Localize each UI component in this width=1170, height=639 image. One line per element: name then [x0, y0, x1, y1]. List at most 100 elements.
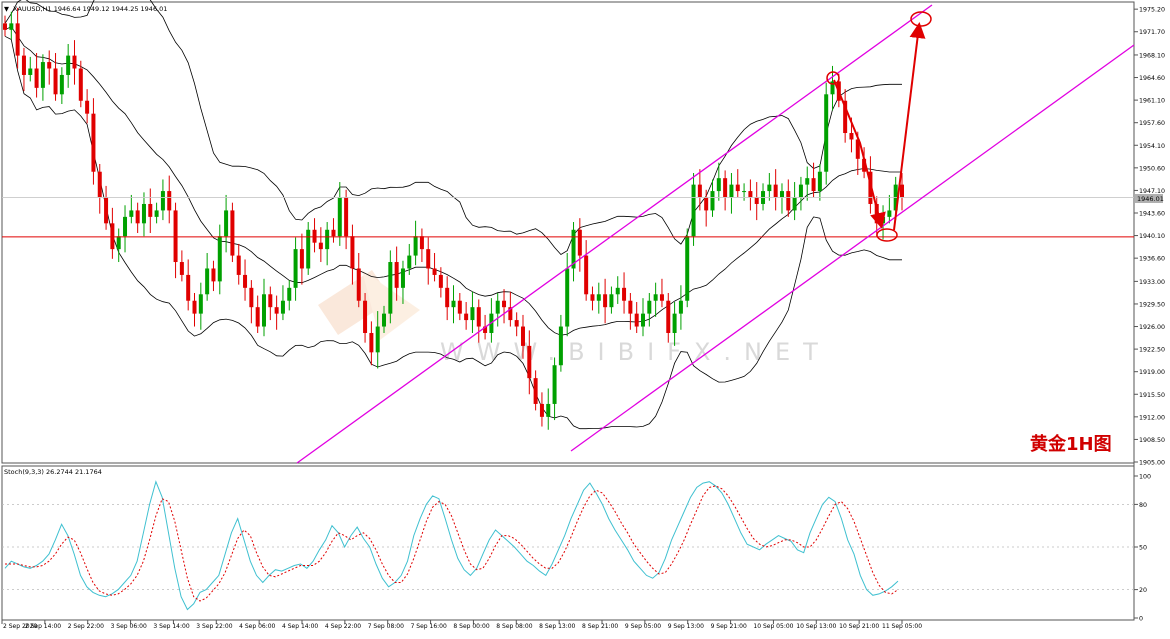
candle-body: [483, 326, 488, 333]
candle-body: [798, 184, 803, 198]
candle-body: [697, 184, 702, 198]
candle-body: [318, 242, 323, 250]
price-tick-label: 1954.10: [1139, 143, 1165, 150]
candle-body: [230, 210, 235, 256]
candle-body: [66, 55, 71, 75]
price-tick-label: 1936.60: [1139, 256, 1165, 263]
candle-body: [173, 210, 178, 263]
candle-body: [546, 403, 551, 417]
candle-body: [337, 197, 342, 237]
candle-body: [729, 184, 734, 198]
candle-body: [596, 294, 601, 301]
stoch-axis: 100 80 50 20 0: [1134, 474, 1151, 623]
candle-body: [558, 326, 563, 366]
price-tick-label: 1933.00: [1139, 279, 1165, 286]
candle-body: [704, 197, 709, 211]
stoch-tick-label: 80: [1139, 502, 1147, 509]
candle-body: [274, 307, 279, 314]
price-tick-label: 1926.00: [1139, 324, 1165, 331]
candle-body: [887, 210, 892, 217]
time-tick-label: 9 Sep 05:00: [625, 623, 661, 630]
candle-body: [369, 332, 374, 353]
main-panel[interactable]: [1, 1, 1135, 464]
candle-body: [104, 197, 109, 224]
dropdown-triangle-icon[interactable]: ▼: [4, 5, 9, 13]
time-tick-label: 9 Sep 21:00: [711, 623, 747, 630]
time-tick-label: 2 Sep 14:00: [25, 623, 61, 630]
candle-body: [653, 294, 658, 301]
candle-body: [495, 300, 500, 314]
candle-body: [805, 178, 810, 185]
candle-body: [249, 287, 254, 308]
price-tick-label: 1957.60: [1139, 120, 1165, 127]
candle-body: [287, 287, 292, 301]
candles: [3, 7, 904, 430]
candle-body: [710, 191, 715, 211]
candle-body: [527, 345, 532, 379]
price-tick-label: 1961.10: [1139, 98, 1165, 105]
candle-body: [91, 113, 96, 172]
candle-body: [609, 294, 614, 308]
candle-body: [211, 268, 216, 282]
down-arrow: [833, 79, 886, 229]
price-tick-label: 1929.50: [1139, 301, 1165, 308]
chart-title: 黄金1H图: [1030, 433, 1112, 455]
candle-body: [148, 203, 153, 217]
current-price-label: 1946.01: [1137, 195, 1164, 203]
candle-body: [603, 294, 608, 308]
candle-body: [533, 378, 538, 404]
candle-body: [110, 223, 115, 250]
candle-body: [735, 184, 740, 192]
candle-body: [691, 184, 696, 237]
candle-body: [350, 236, 355, 269]
candle-body: [773, 184, 778, 198]
candle-body: [539, 403, 544, 417]
time-tick-label: 8 Sep 13:00: [539, 623, 575, 630]
candle-body: [754, 197, 759, 204]
time-tick-label: 8 Sep 00:00: [453, 623, 489, 630]
candle-body: [394, 262, 399, 288]
price-axis: 1975.20 1971.70 1968.10 1964.60 1961.10 1957.…: [1134, 7, 1165, 467]
candle-body: [508, 307, 513, 321]
candle-body: [236, 255, 241, 275]
price-tick-label: 1912.00: [1139, 414, 1165, 421]
candle-body: [72, 55, 77, 69]
candle-body: [767, 184, 772, 192]
candle-body: [28, 68, 33, 75]
candle-body: [792, 197, 797, 211]
candle-body: [280, 300, 285, 314]
stoch-panel[interactable]: [1, 465, 1135, 621]
price-tick-label: 1971.70: [1139, 29, 1165, 36]
time-tick-label: 10 Sep 21:00: [839, 623, 879, 630]
time-tick-label: 8 Sep 21:00: [582, 623, 618, 630]
candle-body: [306, 229, 311, 269]
price-tick-label: 1947.10: [1139, 188, 1165, 195]
watermark-shape: [318, 270, 392, 335]
candle-body: [464, 313, 469, 321]
candle-body: [502, 300, 507, 308]
candle-body: [571, 229, 576, 269]
current-price-tag: [1135, 194, 1163, 203]
candle-body: [53, 68, 58, 95]
candle-body: [628, 300, 633, 314]
candle-body: [9, 23, 14, 30]
candle-body: [331, 229, 336, 237]
candle-body: [843, 100, 848, 134]
time-tick-label: 4 Sep 22:00: [325, 623, 361, 630]
candle-body: [3, 23, 7, 30]
channel-lower-line: [570, 44, 1135, 452]
candle-body: [123, 216, 128, 237]
stoch-tick-label: 20: [1139, 587, 1147, 594]
candle-body: [900, 184, 904, 198]
candle-body: [685, 236, 690, 301]
candle-body: [590, 294, 595, 301]
candle-body: [584, 255, 589, 295]
time-tick-label: 2 Sep 22:00: [68, 623, 104, 630]
candle-body: [577, 229, 582, 256]
candle-body: [375, 326, 380, 353]
candle-body: [476, 307, 481, 327]
time-tick-label: 3 Sep 14:00: [153, 623, 189, 630]
candle-body: [400, 268, 405, 288]
